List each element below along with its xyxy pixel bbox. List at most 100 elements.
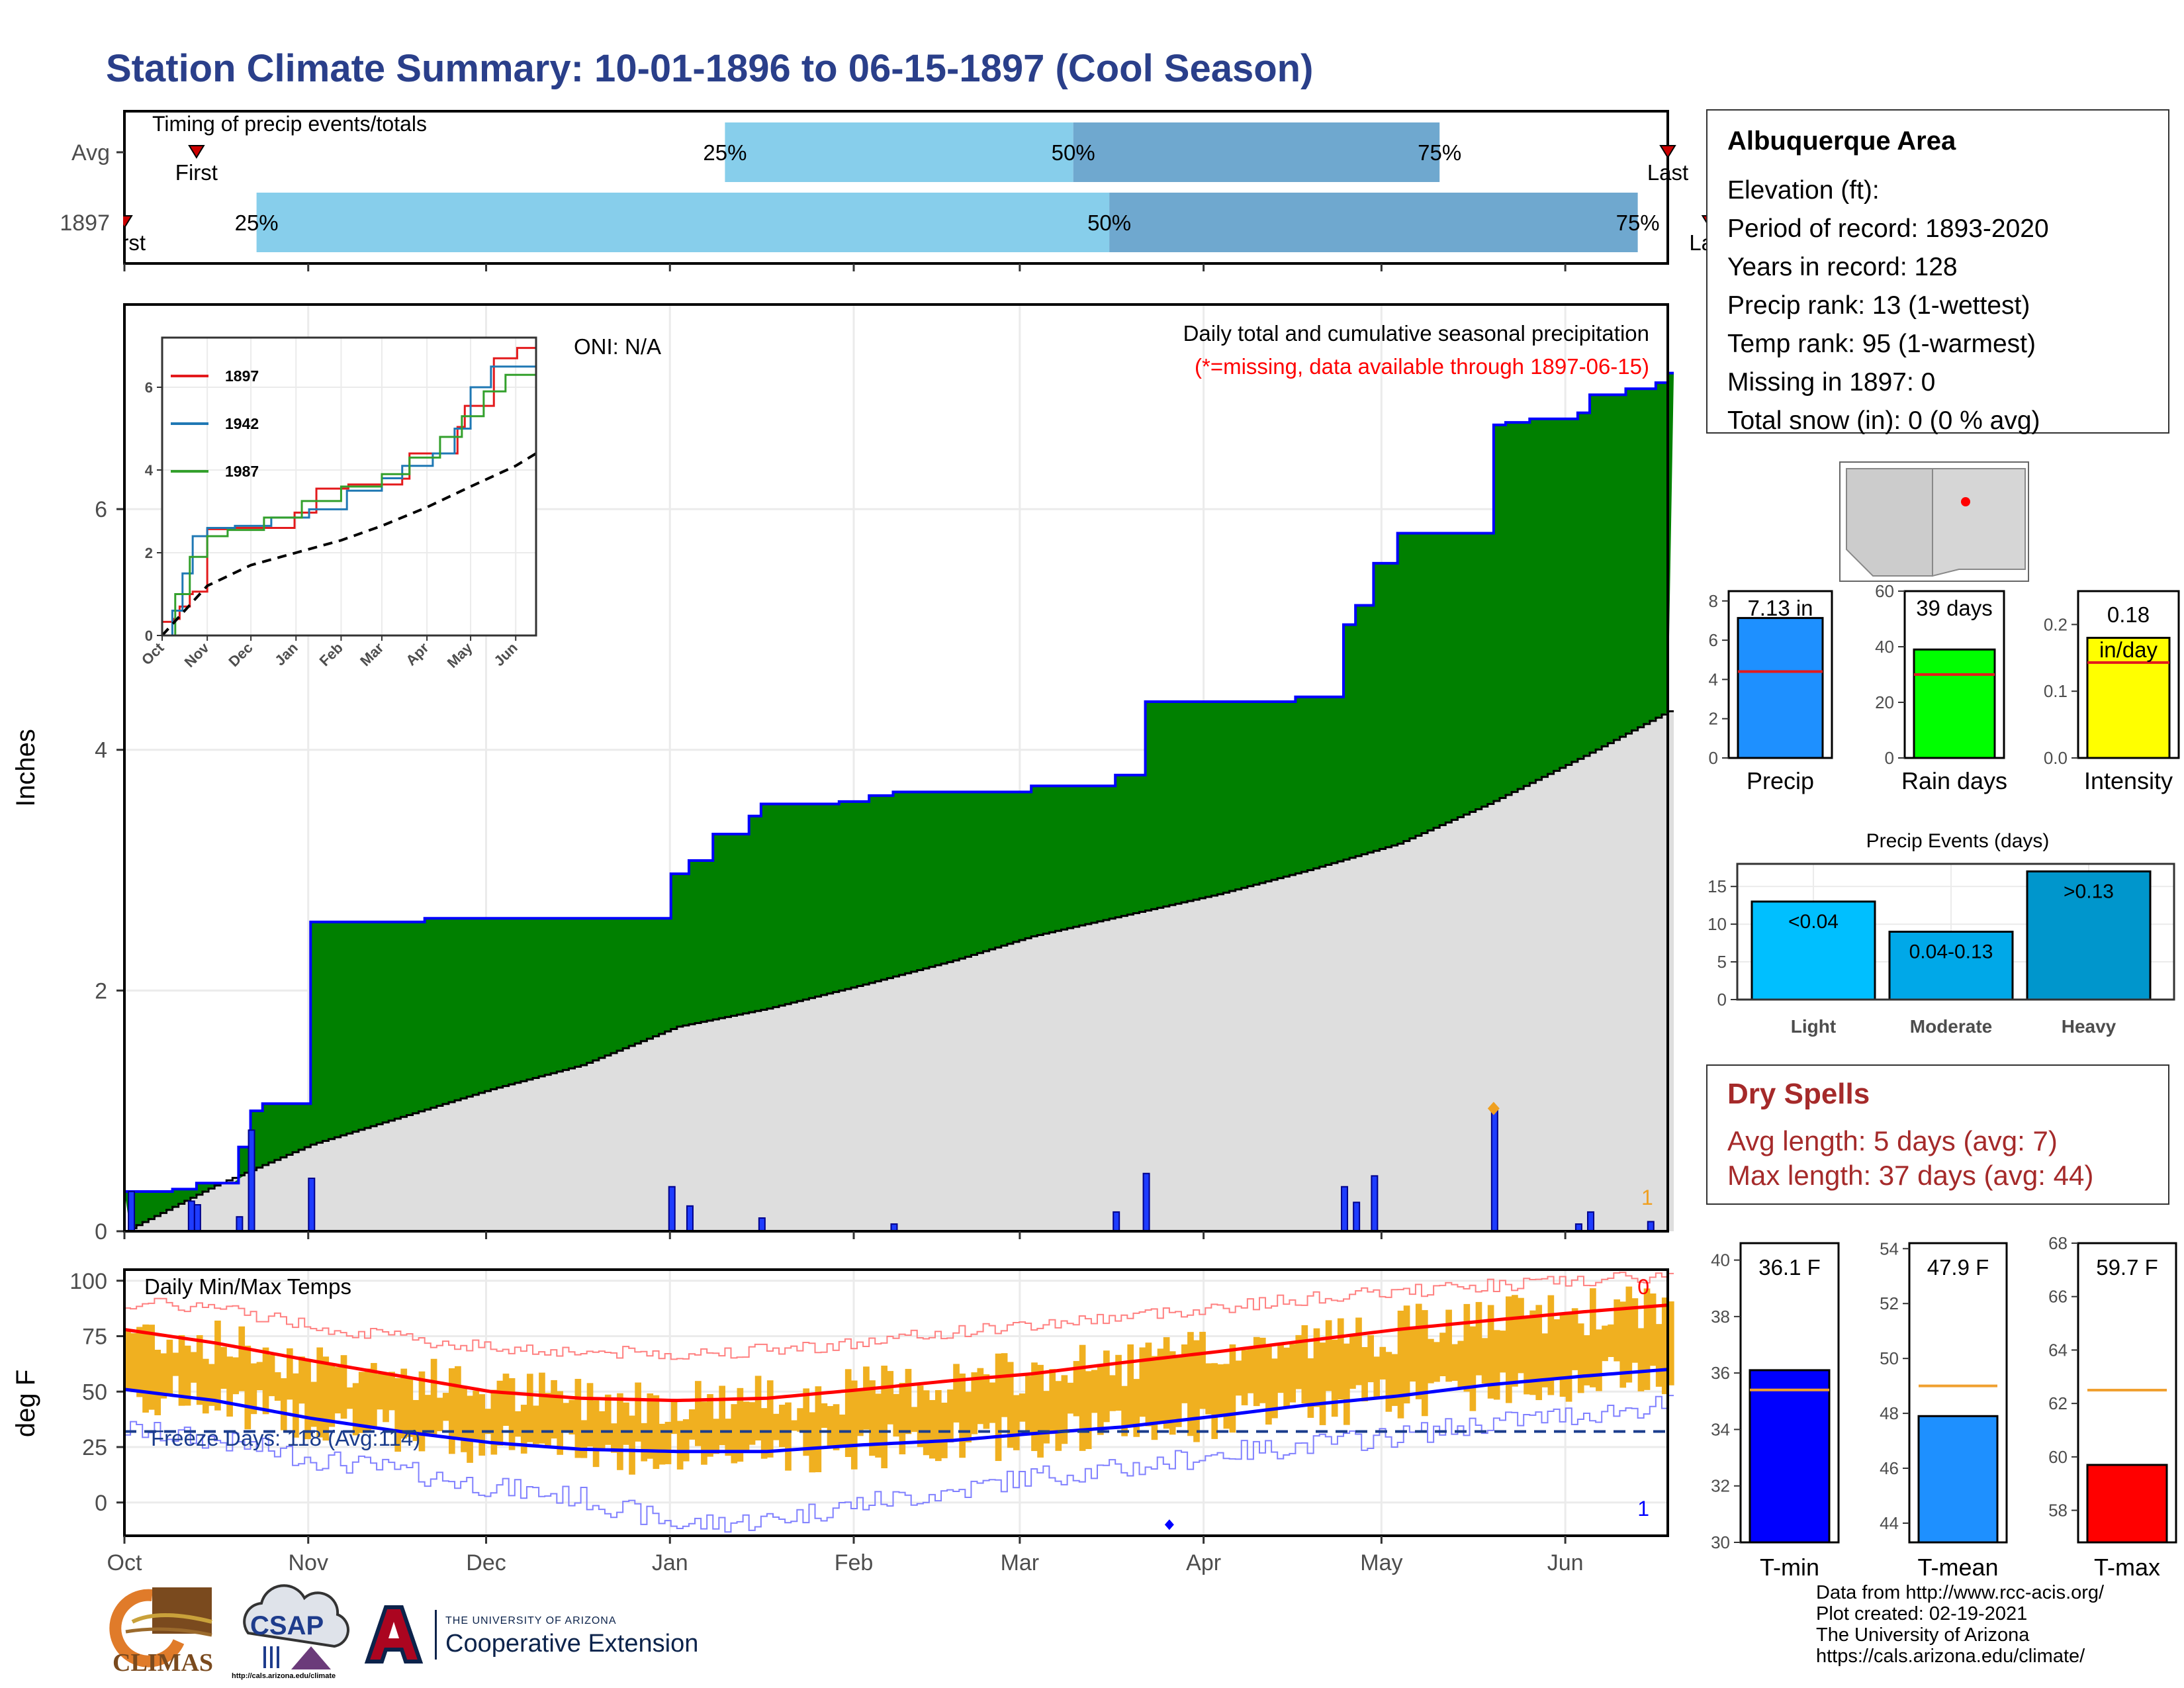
daily-temp-bar	[1596, 1329, 1602, 1391]
daily-precip-bar	[187, 1200, 195, 1232]
daily-temp-bar	[268, 1354, 275, 1397]
ua-a-icon	[364, 1605, 424, 1664]
daily-temp-bar	[1367, 1335, 1374, 1383]
daily-temp-bar	[130, 1333, 137, 1392]
daily-temp-bar	[1319, 1342, 1326, 1425]
daily-precip-bar	[1647, 1221, 1655, 1233]
daily-temp-bar	[629, 1415, 635, 1475]
daily-temp-bar	[586, 1383, 594, 1447]
daily-temp-bar	[1445, 1309, 1452, 1382]
daily-temp-bar	[1649, 1293, 1657, 1366]
daily-temp-bar	[455, 1366, 461, 1438]
daily-temp-bar	[1439, 1333, 1446, 1377]
daily-temp-bar	[833, 1404, 840, 1450]
daily-temp-bar	[1235, 1360, 1242, 1396]
daily-precip-bar	[248, 1129, 255, 1232]
daily-temp-bar	[1169, 1351, 1176, 1435]
daily-temp-bar	[1127, 1344, 1134, 1426]
daily-temp-bar	[1614, 1299, 1621, 1362]
daily-temp-bar	[484, 1409, 492, 1434]
daily-temp-bar	[1661, 1297, 1668, 1395]
daily-temp-bar	[688, 1409, 696, 1440]
daily-temp-bar	[1091, 1370, 1098, 1413]
daily-temp-bar	[1265, 1344, 1272, 1425]
record-low-count: 1	[1637, 1497, 1649, 1521]
events-category-label: Light	[1791, 1016, 1836, 1037]
daily-temp-bar	[1313, 1328, 1320, 1407]
daily-temp-bar	[1331, 1339, 1338, 1417]
daily-temp-bar	[1643, 1288, 1651, 1390]
temp-summary-y-tick-label: 34	[1711, 1419, 1730, 1439]
daily-precip-bar	[668, 1186, 676, 1233]
daily-temp-bar	[965, 1391, 972, 1442]
daily-temp-bar	[1079, 1344, 1086, 1451]
daily-precip-bar	[308, 1178, 316, 1232]
daily-temp-bar	[1139, 1347, 1146, 1417]
daily-temp-bar	[1608, 1324, 1614, 1357]
daily-temp-bar	[1067, 1382, 1074, 1414]
daily-temp-bar	[400, 1368, 408, 1439]
daily-temp-bar	[1217, 1364, 1224, 1417]
daily-temp-bar	[202, 1358, 209, 1414]
temp-summary-y-tick-label: 68	[2048, 1233, 2068, 1253]
credit-url: https://cals.arizona.edu/climate/	[1816, 1646, 2085, 1667]
timing-marker	[188, 145, 205, 159]
daily-temp-bar	[743, 1401, 750, 1452]
events-y-tick-label: 0	[1717, 990, 1727, 1009]
temp-summary-y-tick-label: 54	[1880, 1239, 1899, 1258]
timing-pct-label: 25%	[703, 140, 747, 165]
daily-temp-bar	[797, 1408, 803, 1432]
daily-temp-bar	[1535, 1305, 1543, 1401]
month-tick-label: Apr	[1186, 1550, 1221, 1575]
temp-summary-y-tick-label: 62	[2048, 1393, 2068, 1413]
daily-temp-bar	[1518, 1297, 1524, 1374]
summary-y-tick-label: 0.1	[2044, 681, 2068, 701]
daily-temp-bar	[274, 1372, 281, 1401]
info-period: Period of record: 1893-2020	[1727, 214, 2049, 243]
daily-temp-bar	[1133, 1379, 1140, 1437]
daily-temp-bar	[214, 1321, 221, 1411]
daily-temp-bar	[917, 1385, 924, 1447]
daily-temp-bar	[1524, 1317, 1530, 1395]
summary-bar-name: Precip	[1747, 767, 1814, 794]
daily-temp-bar	[154, 1350, 161, 1415]
new-mexico-shape	[1932, 468, 2026, 577]
summary-y-tick-label: 0.2	[2044, 614, 2068, 634]
daily-temp-bar	[766, 1380, 774, 1458]
daily-temp-bar	[707, 1394, 713, 1457]
daily-temp-bar	[467, 1395, 473, 1463]
daily-temp-bar	[1151, 1356, 1158, 1440]
events-title: Precip Events (days)	[1866, 830, 2050, 852]
daily-temp-bar	[136, 1327, 143, 1397]
daily-temp-bar	[1655, 1324, 1662, 1387]
daily-temp-bar	[520, 1405, 527, 1454]
daily-temp-bar	[1337, 1318, 1344, 1400]
summary-y-tick-label: 6	[1709, 630, 1718, 650]
daily-precip-bar	[1142, 1172, 1150, 1233]
daily-temp-bar	[1421, 1310, 1428, 1417]
station-location-marker	[1961, 497, 1970, 506]
daily-temp-bar	[779, 1405, 786, 1448]
daily-temp-bar	[196, 1335, 203, 1405]
daily-temp-bar	[293, 1373, 299, 1438]
daily-temp-bar	[238, 1326, 246, 1391]
daily-temp-bar	[1433, 1342, 1440, 1382]
daily-temp-bar	[473, 1390, 479, 1440]
daily-temp-bar	[1506, 1296, 1512, 1403]
record-high-count: 0	[1637, 1275, 1649, 1299]
daily-temp-bar	[731, 1404, 738, 1464]
daily-temp-bar	[533, 1405, 539, 1444]
daily-temp-bar	[388, 1372, 395, 1411]
daily-temp-bar	[298, 1356, 305, 1404]
daily-temp-bar	[934, 1389, 942, 1462]
daily-temp-bar	[1043, 1391, 1050, 1444]
daily-temp-bar	[857, 1389, 864, 1436]
timing-bar-25-50	[256, 193, 1110, 252]
inset-frame	[161, 336, 537, 637]
month-tick-label: Jan	[652, 1550, 688, 1575]
daily-temp-bar	[1163, 1337, 1170, 1429]
events-bar-label: <0.04	[1788, 911, 1839, 933]
daily-temp-bar	[1481, 1338, 1488, 1384]
daily-temp-bar	[358, 1372, 365, 1433]
daily-temp-bar	[461, 1387, 467, 1452]
